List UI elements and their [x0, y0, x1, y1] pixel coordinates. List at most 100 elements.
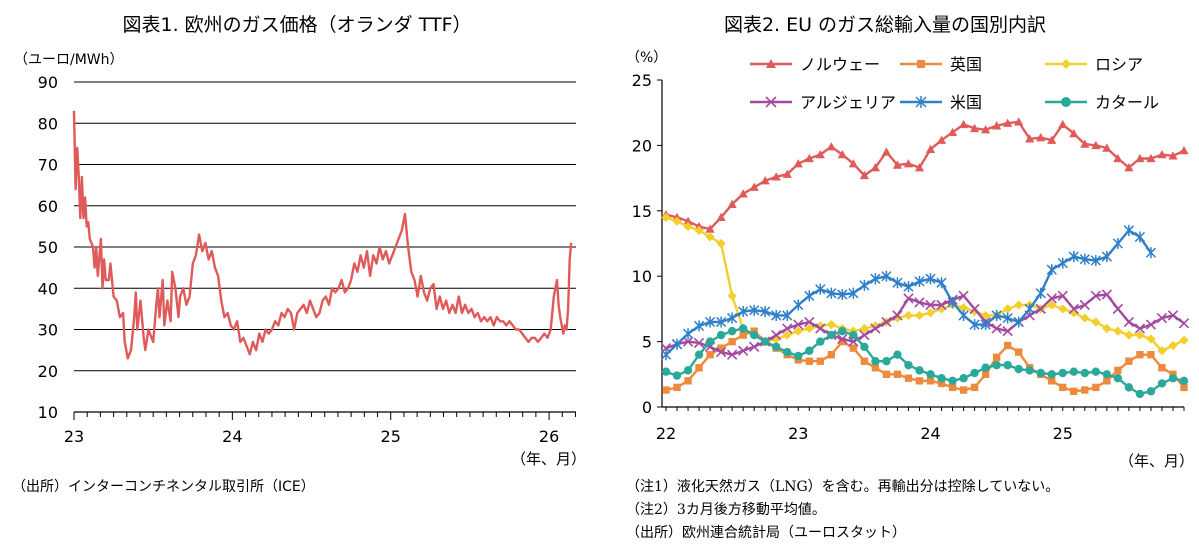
marker [766, 59, 776, 68]
chart2-y-tick-labels: 0 5 10 15 20 25 [632, 71, 652, 417]
marker [749, 341, 760, 352]
marker [683, 216, 693, 225]
marker [804, 290, 815, 302]
marker [1035, 287, 1046, 299]
marker [826, 287, 837, 299]
x-tick-label: 22 [656, 424, 676, 443]
marker [715, 346, 727, 358]
marker [1024, 303, 1035, 315]
marker [682, 328, 694, 340]
marker [981, 363, 990, 372]
marker [1080, 139, 1090, 148]
marker [717, 344, 725, 352]
marker [1061, 97, 1071, 107]
marker [881, 147, 892, 156]
marker [837, 149, 847, 159]
marker [959, 386, 968, 394]
marker [1014, 300, 1024, 310]
marker [1047, 300, 1057, 310]
marker [793, 319, 804, 330]
marker [893, 350, 902, 359]
marker [969, 319, 980, 331]
marker [925, 299, 936, 311]
marker [793, 159, 803, 168]
chart2-x-unit: （年、月） [1119, 452, 1194, 470]
marker [980, 319, 991, 331]
y-tick-label: 70 [38, 156, 58, 175]
series-triangle [661, 117, 1189, 233]
x-tick-label: 24 [920, 424, 940, 443]
marker [704, 316, 716, 328]
marker [1036, 368, 1045, 378]
marker [671, 338, 683, 350]
chart1-source: （出所）インターコンチネンタル取引所（ICE） [12, 479, 315, 495]
marker [1157, 149, 1167, 159]
marker [782, 309, 793, 321]
marker [1003, 360, 1012, 370]
chart1-y-unit: （ユーロ/MWh） [14, 52, 124, 68]
marker [1058, 368, 1067, 378]
marker [695, 364, 703, 372]
marker [1179, 376, 1189, 386]
marker [1091, 367, 1101, 376]
chart2-source: （出所）欧州連合統計局（ユーロスタット） [626, 525, 906, 541]
marker [1068, 251, 1079, 263]
marker [1124, 383, 1134, 392]
marker [1047, 370, 1056, 379]
marker [937, 374, 946, 383]
marker [771, 309, 782, 321]
marker [661, 367, 671, 376]
marker [1046, 293, 1057, 304]
marker [749, 304, 760, 316]
legend-item: ロシア [1045, 55, 1143, 74]
marker [838, 326, 847, 336]
marker [914, 297, 925, 308]
marker [1046, 264, 1057, 276]
marker [870, 321, 881, 331]
marker [826, 142, 836, 151]
marker [727, 199, 737, 208]
marker [1070, 387, 1078, 395]
marker [837, 288, 848, 301]
marker [870, 273, 881, 285]
marker [1057, 257, 1068, 269]
y-tick-label: 0 [642, 398, 652, 417]
chart2-series [660, 117, 1190, 399]
marker [848, 287, 859, 299]
marker [970, 383, 979, 392]
marker [914, 275, 925, 287]
marker [947, 127, 958, 136]
marker [1091, 317, 1101, 327]
y-tick-label: 5 [642, 333, 652, 352]
marker [1058, 119, 1068, 129]
marker [958, 119, 969, 129]
y-tick-label: 20 [38, 362, 58, 381]
marker [871, 364, 880, 372]
marker [1145, 247, 1157, 259]
marker [992, 121, 1002, 130]
marker [684, 377, 692, 385]
marker [1080, 313, 1090, 323]
marker [815, 283, 826, 295]
marker [1136, 351, 1144, 359]
marker [1035, 303, 1046, 315]
marker [1080, 368, 1090, 378]
marker [1179, 335, 1189, 345]
series-line [665, 120, 1185, 231]
chart1-y-tick-labels: 10 20 30 40 50 60 70 80 90 [38, 73, 58, 422]
marker [914, 310, 925, 321]
chart1-x-unit: （年、月） [511, 450, 586, 468]
marker [793, 299, 804, 311]
marker [1113, 326, 1123, 336]
marker [1157, 379, 1167, 388]
marker [1079, 253, 1090, 265]
marker [716, 212, 726, 222]
marker [771, 172, 781, 181]
marker [826, 319, 836, 330]
legend-item: カタール [1045, 93, 1159, 112]
marker [969, 306, 980, 317]
marker [1015, 348, 1023, 356]
marker [849, 344, 858, 352]
marker [948, 376, 957, 386]
marker [936, 277, 947, 289]
